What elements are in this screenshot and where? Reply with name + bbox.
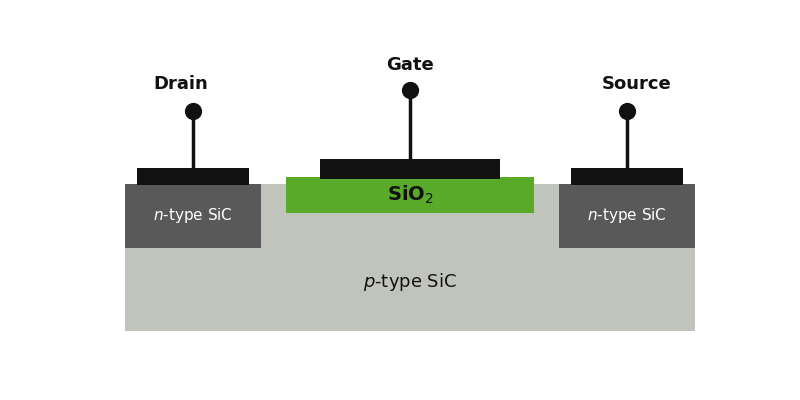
Bar — [125, 184, 695, 331]
Point — [403, 86, 416, 93]
Text: SiO$_2$: SiO$_2$ — [386, 184, 434, 206]
Text: $n$-type SiC: $n$-type SiC — [587, 206, 667, 225]
Text: $p$-type SiC: $p$-type SiC — [363, 271, 457, 293]
Point — [621, 108, 634, 114]
Point — [186, 108, 199, 114]
Text: Drain: Drain — [154, 75, 208, 93]
Bar — [571, 168, 682, 185]
Text: Source: Source — [602, 75, 671, 93]
Bar — [125, 184, 261, 248]
Text: $n$-type SiC: $n$-type SiC — [153, 206, 233, 225]
Text: Gate: Gate — [386, 56, 434, 74]
Bar — [286, 177, 534, 213]
Bar — [558, 184, 695, 248]
Bar — [320, 159, 500, 179]
Bar — [138, 168, 249, 185]
